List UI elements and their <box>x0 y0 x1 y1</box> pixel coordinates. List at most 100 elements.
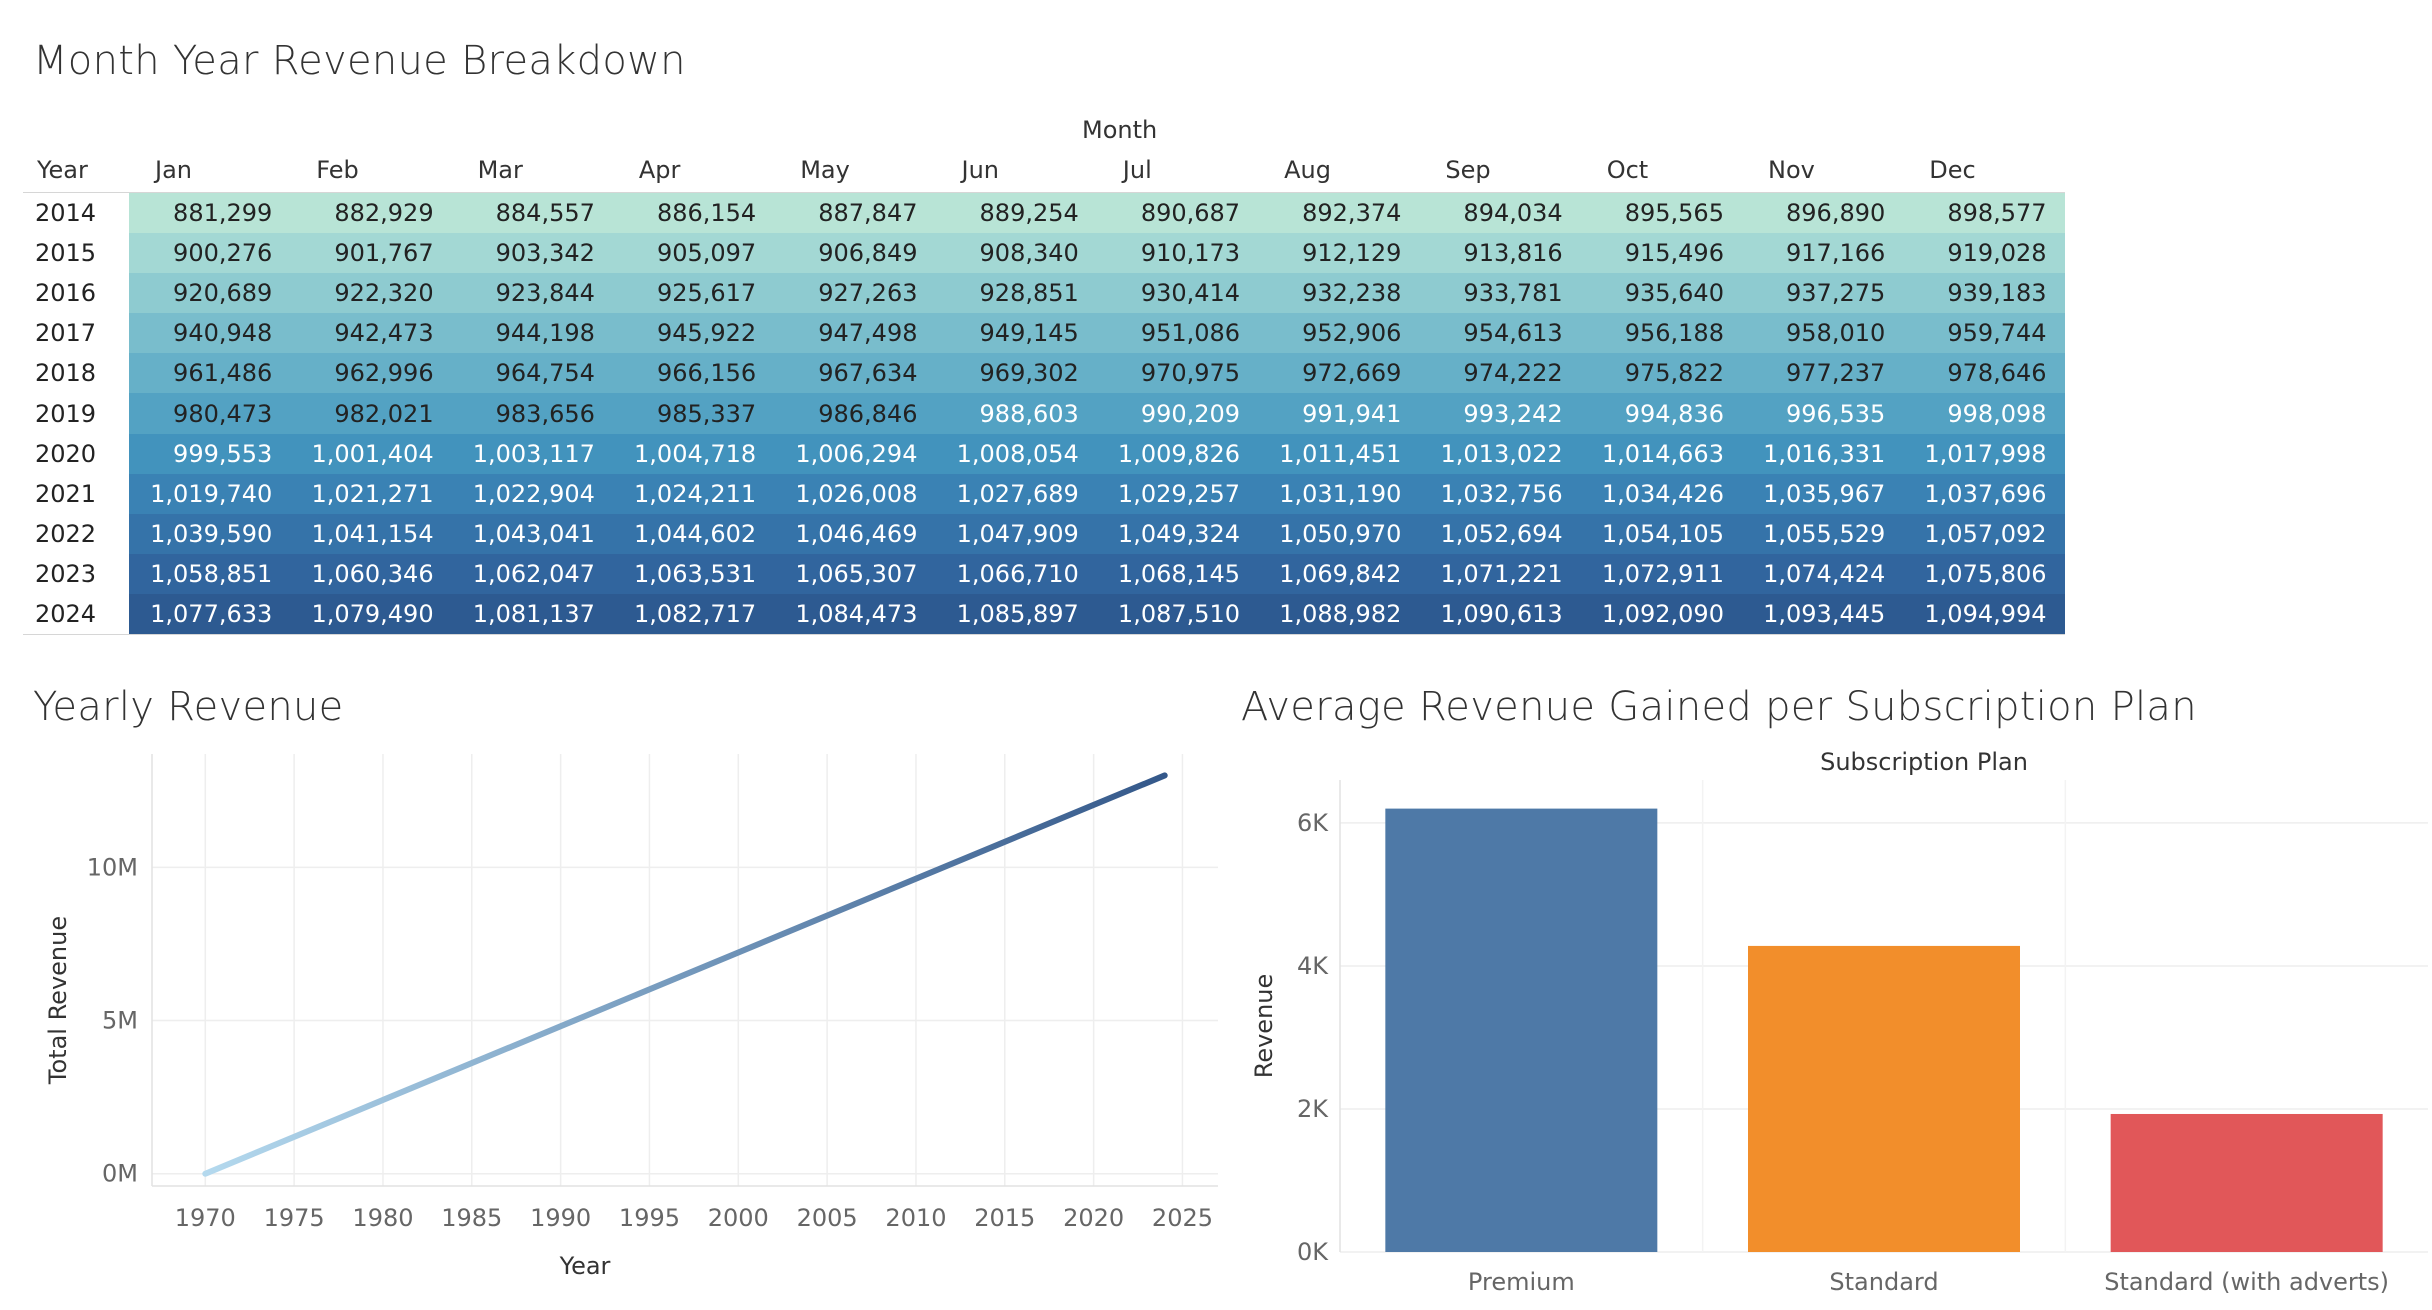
month-axis-title: Month <box>1082 116 1158 144</box>
x-tick-label-1970: 1970 <box>175 1204 236 1232</box>
heatmap-cell-2018-nov: 977,237 <box>1741 353 1904 394</box>
heatmap-cell-2020-aug: 1,011,451 <box>1258 433 1420 474</box>
year-label-2018: 2018 <box>23 353 129 394</box>
yearly-revenue-title: Yearly Revenue <box>33 684 344 730</box>
year-label-2019: 2019 <box>23 393 129 434</box>
heatmap-cell-2019-nov: 996,535 <box>1741 393 1904 434</box>
heatmap-cell-2014-oct: 895,565 <box>1580 191 1742 233</box>
heatmap-cell-2017-sep: 954,613 <box>1419 313 1581 354</box>
heatmap-cell-2024-jan: 1,077,633 <box>129 594 291 636</box>
heatmap-cell-2020-apr: 1,004,718 <box>612 433 775 474</box>
heatmap-row-2024: 2024 1,077,633 1,079,490 1,081,137 1,082,717… <box>23 594 2065 636</box>
heatmap-cell-2022-nov: 1,055,529 <box>1741 514 1904 555</box>
year-label-2014: 2014 <box>23 191 129 233</box>
heatmap-cell-2018-dec: 978,646 <box>1903 353 2065 394</box>
bar-premium <box>1385 808 1658 1252</box>
heatmap-cell-2021-nov: 1,035,967 <box>1741 473 1904 514</box>
heatmap-cell-2015-jul: 910,173 <box>1096 232 1259 273</box>
heatmap-cell-2021-mar: 1,022,904 <box>451 473 613 514</box>
heatmap-cell-2016-mar: 923,844 <box>451 272 613 314</box>
heatmap-cell-2015-sep: 913,816 <box>1419 232 1581 273</box>
heatmap-cell-2024-mar: 1,081,137 <box>451 594 613 636</box>
heatmap-cell-2017-apr: 945,922 <box>612 313 775 354</box>
heatmap-cell-2014-sep: 894,034 <box>1419 191 1581 233</box>
heatmap-cell-2018-sep: 974,222 <box>1419 353 1581 394</box>
year-label-2023: 2023 <box>23 554 129 595</box>
heatmap-cell-2019-jul: 990,209 <box>1096 393 1259 434</box>
heatmap-cell-2020-jan: 999,553 <box>129 433 291 474</box>
heatmap-cell-2023-sep: 1,071,221 <box>1419 554 1581 595</box>
month-header-sep: Sep <box>1445 156 1491 184</box>
heatmap-cell-2019-aug: 991,941 <box>1258 393 1420 434</box>
heatmap-cell-2022-sep: 1,052,694 <box>1419 514 1581 555</box>
heatmap-cell-2018-apr: 966,156 <box>612 353 775 394</box>
month-header-dec: Dec <box>1929 156 1976 184</box>
heatmap-cell-2019-apr: 985,337 <box>612 393 775 434</box>
heatmap-row-2021: 2021 1,019,740 1,021,271 1,022,904 1,024,211… <box>23 473 2065 514</box>
heatmap-cell-2017-aug: 952,906 <box>1258 313 1420 354</box>
heatmap-cell-2017-jan: 940,948 <box>129 313 291 354</box>
heatmap-cell-2017-may: 947,498 <box>774 313 936 354</box>
heatmap-cell-2024-sep: 1,090,613 <box>1419 594 1581 636</box>
year-label-2022: 2022 <box>23 514 129 555</box>
heatmap-cell-2014-mar: 884,557 <box>451 191 613 233</box>
year-label-2017: 2017 <box>23 313 129 354</box>
year-label-2020: 2020 <box>23 433 129 474</box>
heatmap-cell-2015-may: 906,849 <box>774 232 936 273</box>
heatmap-cell-2020-oct: 1,014,663 <box>1580 433 1742 474</box>
year-label-2015: 2015 <box>23 232 129 273</box>
heatmap-cell-2019-may: 986,846 <box>774 393 936 434</box>
heatmap-cell-2021-feb: 1,021,271 <box>290 473 452 514</box>
heatmap-cell-2016-oct: 935,640 <box>1580 272 1742 314</box>
heatmap-cell-2014-nov: 896,890 <box>1741 191 1904 233</box>
heatmap-cell-2022-jun: 1,047,909 <box>935 514 1097 555</box>
x-tick-label-1985: 1985 <box>441 1204 502 1232</box>
month-header-jun: Jun <box>961 156 1000 184</box>
heatmap-cell-2023-jul: 1,068,145 <box>1096 554 1259 595</box>
heatmap-cell-2017-jul: 951,086 <box>1096 313 1259 354</box>
heatmap-cell-2024-aug: 1,088,982 <box>1258 594 1420 636</box>
heatmap-cell-2016-nov: 937,275 <box>1741 272 1904 314</box>
bar-y-tick-label-4K: 4K <box>1297 952 1329 980</box>
heatmap-cell-2022-feb: 1,041,154 <box>290 514 452 555</box>
heatmap-cell-2018-aug: 972,669 <box>1258 353 1420 394</box>
heatmap-cell-2019-sep: 993,242 <box>1419 393 1581 434</box>
heatmap-cell-2023-nov: 1,074,424 <box>1741 554 1904 595</box>
heatmap-row-2023: 2023 1,058,851 1,060,346 1,062,047 1,063,531… <box>23 554 2065 595</box>
x-tick-label-2015: 2015 <box>974 1204 1035 1232</box>
heatmap-cell-2018-jul: 970,975 <box>1096 353 1259 394</box>
heatmap-cell-2018-oct: 975,822 <box>1580 353 1742 394</box>
heatmap-cell-2024-jun: 1,085,897 <box>935 594 1097 636</box>
heatmap-cell-2024-nov: 1,093,445 <box>1741 594 1904 636</box>
year-label-2021: 2021 <box>23 473 129 514</box>
bar-category-label-standard: Standard <box>1829 1268 1938 1296</box>
x-tick-label-1980: 1980 <box>352 1204 413 1232</box>
y-axis-title: Total Revenue <box>44 916 72 1085</box>
heatmap-cell-2016-jan: 920,689 <box>129 272 291 314</box>
heatmap-cell-2017-feb: 942,473 <box>290 313 452 354</box>
heatmap-cell-2024-jul: 1,087,510 <box>1096 594 1259 636</box>
year-label-2016: 2016 <box>23 272 129 314</box>
heatmap-cell-2016-may: 927,263 <box>774 272 936 314</box>
bar-y-axis-title: Revenue <box>1250 974 1278 1079</box>
heatmap-cell-2022-dec: 1,057,092 <box>1903 514 2065 555</box>
heatmap-row-2019: 2019 980,473 982,021 983,656 985,337 986,846 9… <box>23 393 2065 434</box>
x-tick-label-1975: 1975 <box>264 1204 325 1232</box>
heatmap-cell-2024-may: 1,084,473 <box>774 594 936 636</box>
heatmap-cell-2016-sep: 933,781 <box>1419 272 1581 314</box>
heatmap-row-2016: 2016 920,689 922,320 923,844 925,617 927,263 9… <box>23 272 2065 314</box>
heatmap-cell-2023-jan: 1,058,851 <box>129 554 291 595</box>
month-header-mar: Mar <box>477 156 523 184</box>
heatmap-cell-2022-apr: 1,044,602 <box>612 514 775 555</box>
heatmap-cell-2021-aug: 1,031,190 <box>1258 473 1420 514</box>
heatmap-cell-2014-jul: 890,687 <box>1096 191 1259 233</box>
heatmap-cell-2023-aug: 1,069,842 <box>1258 554 1420 595</box>
heatmap-cell-2020-jun: 1,008,054 <box>935 433 1097 474</box>
heatmap-cell-2024-dec: 1,094,994 <box>1903 594 2065 636</box>
x-tick-label-2000: 2000 <box>708 1204 769 1232</box>
heatmap-cell-2020-mar: 1,003,117 <box>451 433 613 474</box>
heatmap-row-2018: 2018 961,486 962,996 964,754 966,156 967,634 9… <box>23 353 2065 394</box>
year-column-header: Year <box>37 156 88 184</box>
heatmap-cell-2020-jul: 1,009,826 <box>1096 433 1259 474</box>
heatmap-cell-2023-oct: 1,072,911 <box>1580 554 1742 595</box>
